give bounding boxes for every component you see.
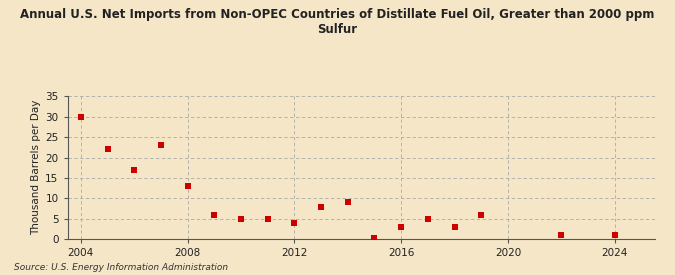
Point bbox=[155, 143, 166, 147]
Point bbox=[476, 213, 487, 217]
Point bbox=[316, 204, 327, 209]
Point bbox=[209, 213, 220, 217]
Text: Annual U.S. Net Imports from Non-OPEC Countries of Distillate Fuel Oil, Greater : Annual U.S. Net Imports from Non-OPEC Co… bbox=[20, 8, 655, 36]
Y-axis label: Thousand Barrels per Day: Thousand Barrels per Day bbox=[31, 100, 41, 235]
Point bbox=[396, 225, 406, 229]
Point bbox=[556, 233, 567, 237]
Point bbox=[289, 221, 300, 225]
Point bbox=[449, 225, 460, 229]
Point bbox=[423, 217, 433, 221]
Point bbox=[610, 233, 620, 237]
Point bbox=[236, 217, 246, 221]
Point bbox=[182, 184, 193, 188]
Text: Source: U.S. Energy Information Administration: Source: U.S. Energy Information Administ… bbox=[14, 263, 227, 272]
Point bbox=[263, 217, 273, 221]
Point bbox=[342, 200, 353, 205]
Point bbox=[102, 147, 113, 152]
Point bbox=[369, 236, 380, 240]
Point bbox=[129, 167, 140, 172]
Point bbox=[76, 114, 86, 119]
